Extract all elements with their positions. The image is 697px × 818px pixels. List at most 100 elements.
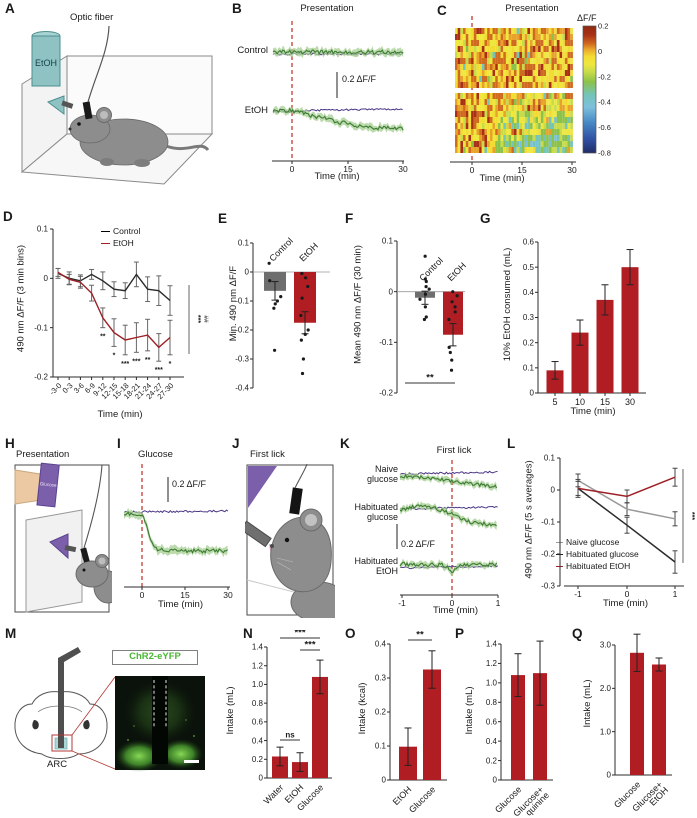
- colorbar-title: ΔF/F: [577, 13, 597, 23]
- svg-text:***: ***: [294, 630, 305, 639]
- line-chart: 0.10-0.1-0.2-3-00-33-66-99-1212-1515-181…: [34, 225, 209, 401]
- svg-text:0: 0: [140, 590, 145, 600]
- sipper-tube: [245, 520, 272, 548]
- whisker: [276, 561, 292, 571]
- head-fiber-implant: [82, 101, 93, 120]
- svg-text:15: 15: [517, 165, 527, 175]
- inner-wall: [25, 509, 83, 613]
- panel-g-label: G: [480, 211, 491, 226]
- panel-q-label: Q: [572, 626, 583, 641]
- svg-text:1: 1: [673, 589, 678, 599]
- scale-bar: [184, 760, 199, 763]
- svg-text:0.2: 0.2: [598, 22, 608, 31]
- svg-text:0: 0: [382, 776, 387, 785]
- panel-g-chart: 0 0.1 0.2 0.3 0.4 0.5 0.6 5 10 15 30: [523, 238, 646, 407]
- svg-text:0.1: 0.1: [375, 742, 387, 751]
- panel-j-title: First lick: [250, 449, 285, 460]
- legend-d-etoh: EtOH: [101, 238, 134, 248]
- svg-text:-0.1: -0.1: [235, 297, 249, 306]
- bar-chart: 00.20.40.60.81.01.21.4WaterEtOHGlucose**…: [252, 630, 332, 813]
- svg-text:**: **: [100, 334, 106, 341]
- svg-text:-0.3: -0.3: [541, 582, 555, 591]
- panel-i-trace: 0 15 30: [123, 464, 233, 600]
- svg-text:1.2: 1.2: [486, 659, 498, 668]
- panel-b-label: B: [232, 1, 242, 16]
- trace-label-etoh: EtOH: [244, 105, 268, 116]
- k-row1-line2: glucose: [366, 474, 398, 484]
- head-fiber-implant: [289, 487, 303, 515]
- svg-text:**: **: [145, 357, 151, 364]
- svg-text:0.1: 0.1: [382, 237, 394, 246]
- legend-d-control-text: Control: [113, 226, 141, 236]
- fluorescence-speckle: [185, 719, 187, 721]
- svg-text:3.0: 3.0: [600, 641, 612, 650]
- panel-d-chart: 0.10-0.1-0.2-3-00-33-66-99-1212-1515-181…: [34, 225, 209, 401]
- svg-text:-0.4: -0.4: [235, 384, 249, 393]
- brain-structure-left: [32, 720, 39, 730]
- svg-text:*: *: [113, 352, 116, 359]
- legend-dash-red: [101, 243, 110, 244]
- svg-text:Control: Control: [417, 255, 445, 283]
- chr2-eyfp-tag: ChR2-eYFP: [112, 650, 198, 665]
- svg-text:10: 10: [575, 397, 585, 407]
- panel-b-traces: 0 15 30: [272, 21, 408, 174]
- svg-text:EtOH: EtOH: [445, 260, 468, 283]
- svg-text:***: ***: [304, 640, 315, 651]
- svg-text:Glucose: Glucose: [407, 784, 437, 814]
- svg-text:0.1: 0.1: [544, 454, 556, 463]
- svg-text:0: 0: [625, 589, 630, 599]
- mouse-nose: [68, 127, 72, 131]
- panel-n-chart: 00.20.40.60.81.01.21.4WaterEtOHGlucose**…: [252, 630, 332, 813]
- svg-text:-0.4: -0.4: [598, 98, 611, 107]
- svg-text:30: 30: [223, 590, 233, 600]
- xlabel-c: Time (min): [479, 173, 525, 184]
- scalebar-label-b: 0.2 ΔF/F: [342, 74, 377, 84]
- panel-o-label: O: [345, 626, 356, 641]
- svg-text:***: ***: [132, 358, 140, 365]
- svg-text:##: ##: [202, 315, 209, 323]
- panel-k-label: K: [340, 436, 350, 451]
- svg-text:1.4: 1.4: [486, 640, 498, 649]
- panel-j-label: J: [232, 436, 240, 451]
- svg-text:0: 0: [259, 774, 264, 783]
- svg-text:2.0: 2.0: [600, 684, 612, 693]
- panel-n-label: N: [243, 626, 253, 641]
- panel-d-label: D: [3, 209, 13, 224]
- panel-f-label: F: [345, 211, 354, 226]
- panel-f-chart: 0.1 0 -0.1 -0.2 Control EtOH **: [379, 237, 468, 398]
- optic-fiber-shaft: [58, 660, 64, 748]
- trace-plot: 0 15 30: [123, 464, 233, 600]
- panel-l-chart: 0.10-0.1-0.2-0.3-101***ooo: [541, 454, 697, 599]
- panel-h-label: H: [5, 436, 15, 451]
- panel-l-label: L: [507, 436, 516, 451]
- whisker: [276, 557, 294, 563]
- mouse-eye: [77, 122, 81, 126]
- svg-text:***: ***: [121, 361, 129, 368]
- legend-l-habglucose-text: Habituated glucose: [566, 549, 639, 559]
- svg-text:0.6: 0.6: [523, 238, 535, 247]
- arc-label: ARC: [47, 759, 68, 770]
- svg-text:*: *: [169, 361, 172, 368]
- svg-text:-0.2: -0.2: [598, 72, 611, 81]
- optic-fiber-bend: [58, 647, 81, 664]
- svg-text:30: 30: [625, 397, 635, 407]
- panel-p-chart: 00.20.40.60.81.01.21.4GlucoseGlucose+qui…: [486, 640, 553, 818]
- svg-text:15: 15: [343, 164, 353, 174]
- svg-text:0.2: 0.2: [252, 755, 264, 764]
- svg-text:0: 0: [530, 389, 535, 398]
- spout-nozzle: [64, 545, 77, 553]
- panel-a-label: A: [5, 1, 15, 16]
- fluorescence-speckle: [193, 735, 195, 737]
- fiber-wire: [87, 25, 110, 103]
- svg-text:Water: Water: [262, 782, 286, 806]
- svg-text:0.3: 0.3: [523, 313, 535, 322]
- svg-text:-1: -1: [398, 598, 406, 607]
- first-lick-diagram: [245, 463, 335, 618]
- legend-d-control: Control: [101, 226, 140, 236]
- legend-l-naive-text: Naive glucose: [566, 537, 620, 547]
- xlabel-b: Time (min): [314, 171, 360, 182]
- inset-box: [51, 734, 73, 752]
- inset-line-bottom: [71, 750, 116, 770]
